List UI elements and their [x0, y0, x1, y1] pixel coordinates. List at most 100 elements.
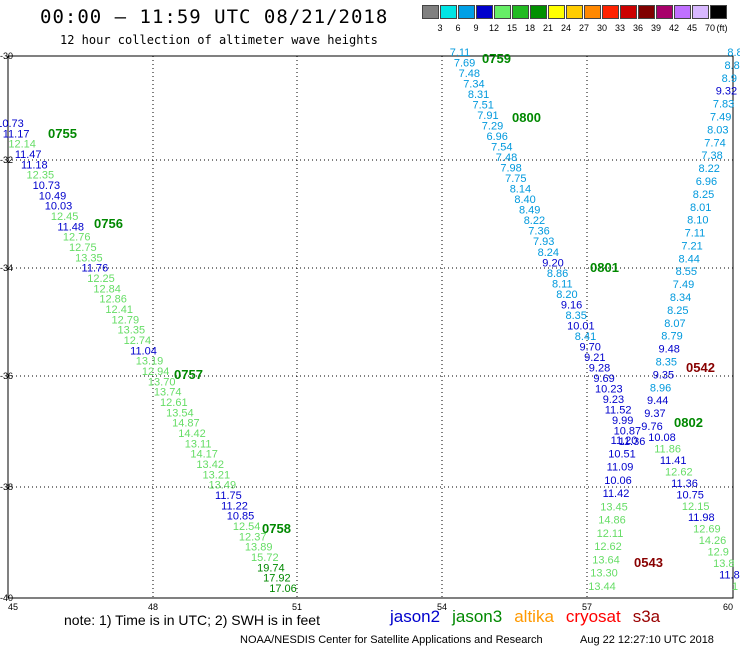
legend-jason2: jason2 [390, 607, 441, 626]
wave-height-reading: 14.17 [190, 449, 218, 461]
time-marker: 0759 [482, 51, 511, 66]
wave-height-reading: 10.73 [33, 180, 61, 192]
wave-height-reading: 15.72 [251, 552, 279, 564]
wave-height-reading: 8.55 [676, 266, 697, 278]
wave-height-reading: 9.28 [589, 362, 610, 374]
wave-height-reading: 9.35 [653, 369, 674, 381]
wave-height-reading: 8.41 [575, 331, 596, 343]
wave-height-reading: 9.70 [579, 341, 600, 353]
legend-cryosat: cryosat [565, 607, 621, 626]
scale-label: 6 [455, 23, 461, 33]
wave-height-reading: 9.23 [603, 394, 624, 406]
wave-height-reading: 10.75 [676, 489, 704, 501]
note-text: note: 1) Time is in UTC; 2) SWH is in fe… [64, 612, 320, 628]
wave-height-reading: 12.61 [160, 397, 188, 409]
wave-height-reading: 14.42 [178, 428, 206, 440]
generation-timestamp: Aug 22 12:27:10 UTC 2018 [580, 634, 714, 646]
wave-height-reading: 12.9 [707, 547, 728, 559]
wave-height-reading: 8.40 [514, 194, 535, 206]
wave-height-reading: 11.41 [660, 455, 687, 467]
wave-height-reading: 14.86 [598, 515, 626, 527]
wave-height-reading: 17.92 [263, 573, 291, 585]
scale-swatch [458, 5, 475, 19]
wave-height-reading: 12.69 [693, 524, 721, 536]
wave-height-reading: 8.35 [656, 357, 677, 369]
scale-label: 33 [614, 23, 625, 33]
map-frame [7, 55, 734, 599]
wave-height-reading: 11.47 [15, 149, 42, 161]
wave-height-reading: 12.76 [63, 232, 91, 244]
wave-height-reading: 7.75 [505, 173, 526, 185]
scale-unit: (ft) [716, 23, 728, 33]
wave-height-reading: 13.42 [196, 459, 224, 471]
wave-height-reading: 8.31 [468, 89, 489, 101]
wave-height-reading: 7.11 [685, 228, 706, 240]
wave-height-reading: 12.62 [665, 466, 693, 478]
wave-height-reading: 7.51 [472, 100, 493, 112]
wave-height-reading: 7.48 [459, 68, 480, 80]
wave-height-reading: 12.25 [87, 273, 115, 285]
wave-height-reading: 12.75 [69, 242, 97, 254]
wave-height-reading: 11.98 [688, 512, 715, 524]
wave-height-reading: 8.49 [519, 205, 540, 217]
wave-height-reading: 12.37 [239, 531, 267, 543]
wave-height-reading: 7.38 [701, 150, 722, 162]
wave-height-reading: 12.45 [51, 211, 79, 223]
wave-height-reading: 8.34 [670, 292, 691, 304]
wave-height-reading: 17.06 [269, 583, 297, 595]
wave-height-reading: 8.8 [724, 60, 739, 72]
wave-height-reading: 10.03 [45, 201, 73, 213]
time-marker: 0758 [262, 521, 291, 536]
wave-height-reading: 9.69 [593, 373, 614, 385]
wave-height-reading: 10.01 [567, 320, 595, 332]
wave-height-reading: 7.49 [673, 279, 694, 291]
lat-tick-label: -30 [0, 51, 13, 61]
scale-label: 36 [632, 23, 643, 33]
wave-height-reading: 12.94 [142, 366, 170, 378]
wave-height-reading: 8.44 [678, 253, 699, 265]
wave-height-reading: 11.48 [57, 221, 84, 233]
wave-height-reading: 8.25 [667, 305, 688, 317]
scale-swatch [620, 5, 637, 19]
wave-height-reading: 13.21 [203, 469, 231, 481]
wave-height-reading: 8.01 [690, 202, 711, 214]
wave-height-reading: 11.86 [654, 444, 681, 456]
wave-height-reading: 14.87 [172, 418, 200, 430]
credit-text: NOAA/NESDIS Center for Satellite Applica… [240, 634, 543, 646]
wave-height-reading: 10.49 [39, 190, 67, 202]
lat-tick-label: -38 [0, 482, 13, 492]
wave-height-reading: 9.20 [542, 257, 563, 269]
wave-height-reading: 12.35 [27, 170, 55, 182]
wave-height-reading: 12.41 [105, 304, 133, 316]
wave-height-reading: 13.74 [154, 387, 182, 399]
wave-height-reading: 10.87 [614, 426, 642, 438]
scale-swatch [548, 5, 565, 19]
wave-height-reading: 9.32 [716, 86, 737, 98]
scale-label: 21 [542, 23, 553, 33]
time-marker: 0801 [590, 260, 619, 275]
wave-height-reading: 13.8 [713, 558, 734, 570]
wave-height-reading: 7.49 [710, 112, 731, 124]
wave-height-reading: 8.14 [510, 184, 531, 196]
scale-label: 9 [473, 23, 479, 33]
wave-height-reading: 11.36 [671, 478, 698, 490]
wave-height-reading: 6.96 [696, 176, 717, 188]
lon-tick-label: 57 [582, 602, 592, 612]
wave-height-reading: 13.89 [245, 542, 273, 554]
scale-label: 27 [578, 23, 589, 33]
time-marker: 0755 [48, 126, 77, 141]
wave-height-reading: 7.74 [704, 137, 725, 149]
wave-height-reading: 8.22 [524, 215, 545, 227]
wave-height-reading: 13.35 [118, 325, 146, 337]
wave-height-reading: 10.06 [604, 475, 632, 487]
scale-label: 15 [506, 23, 517, 33]
wave-height-reading: 8.10 [687, 215, 708, 227]
scale-swatch [656, 5, 673, 19]
wave-height-reading: 13.49 [209, 480, 237, 492]
wave-height-reading: 11.04 [130, 345, 157, 357]
scale-swatch [422, 5, 439, 19]
wave-height-reading: 7.54 [491, 142, 512, 154]
wave-height-reading: 13.45 [600, 501, 628, 513]
legend-jason3: jason3 [452, 607, 503, 626]
wave-height-reading: 8.8 [727, 47, 740, 59]
